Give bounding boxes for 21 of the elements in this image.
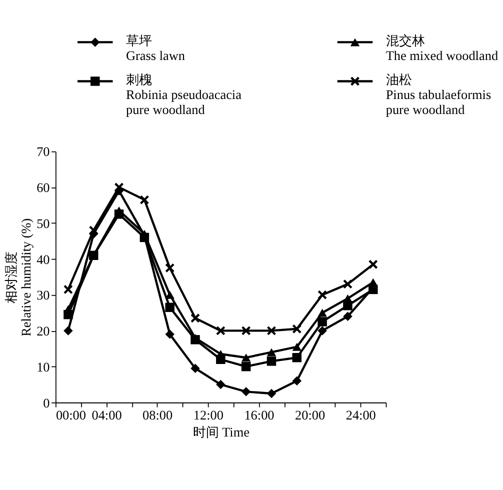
y-tick-label: 10 (36, 359, 50, 374)
x-tick-label: 16:00 (244, 408, 275, 423)
legend-label: 刺槐 Robinia pseudoacacia pure woodland (126, 72, 242, 117)
x-tick-label: 12:00 (193, 408, 224, 423)
legend-label: 草坪 Grass lawn (126, 32, 186, 63)
legend-label: 混交林 The mixed woodland (386, 32, 498, 63)
x-tick-label: 24:00 (346, 408, 376, 423)
x-tick-label: 08:00 (142, 408, 174, 423)
y-tick-label: 20 (36, 324, 50, 339)
y-tick-label: 50 (36, 216, 50, 231)
y-tick-label: 40 (36, 252, 50, 267)
x-tick-label: 00:00 (56, 408, 86, 423)
y-tick-label: 60 (36, 180, 50, 196)
x-axis-title: 时间 Time (192, 424, 250, 440)
y-tick-label: 0 (43, 395, 50, 410)
x-tick-label: 20:00 (295, 408, 326, 423)
y-axis-title: 相对湿度 Relative humidity (%) (3, 218, 34, 336)
x-tick-label: 04:00 (92, 408, 122, 423)
y-tick-label: 70 (36, 144, 50, 160)
legend-label: 油松 Pinus tabulaeformis pure woodland (386, 72, 492, 117)
y-tick-label: 30 (36, 288, 50, 303)
